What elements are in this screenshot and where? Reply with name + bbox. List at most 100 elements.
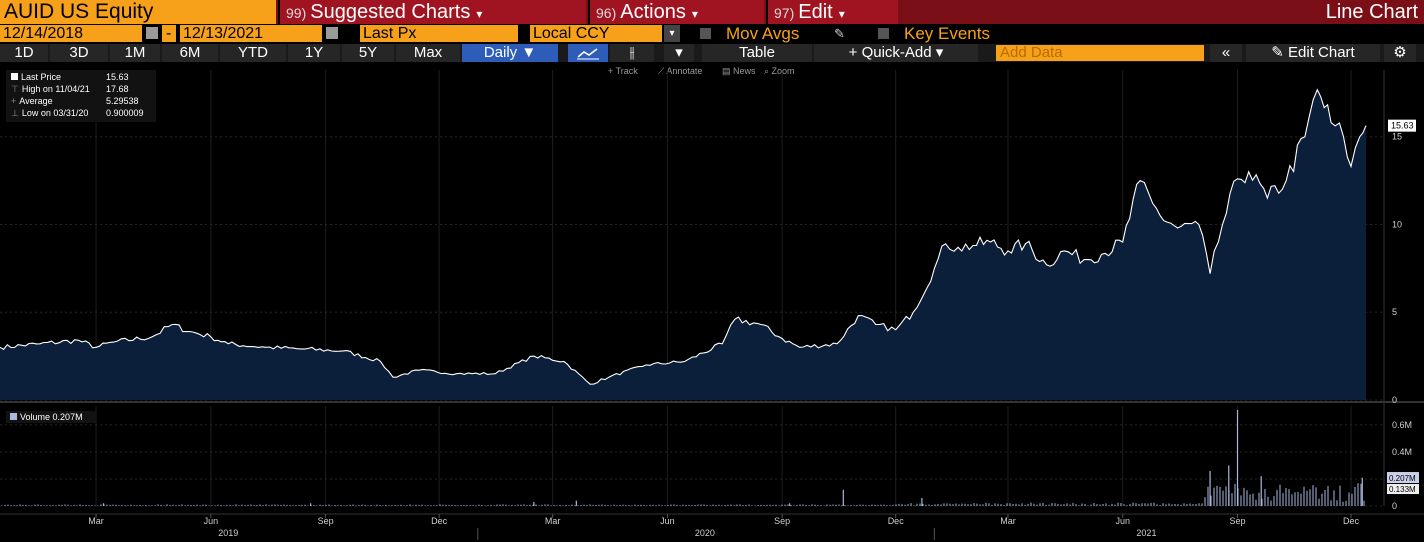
y-tick-label: 0 (1392, 395, 1397, 405)
menu-number: 96) (596, 5, 617, 21)
chevron-down-icon[interactable]: ▾ (664, 25, 680, 42)
ticker-field[interactable]: AUID US Equity (0, 0, 276, 24)
x-tick-label: Sep (774, 516, 790, 526)
menu-label: Suggested Charts (310, 1, 471, 23)
legend-low: ⊥ Low on 03/31/20 (11, 108, 88, 119)
currency-selector[interactable]: Local CCY (530, 25, 662, 42)
legend-value: 0.207M (52, 412, 83, 422)
triangle-down-icon: ▼ (521, 44, 537, 61)
average-marker-icon: + (11, 96, 17, 106)
legend-value: 15.63 (106, 72, 129, 82)
range-5y-button[interactable]: 5Y (342, 44, 394, 62)
chevron-down-icon: ▾ (476, 7, 483, 21)
legend-volume: Volume 0.207M (10, 412, 83, 422)
legend-swatch (10, 413, 17, 420)
range-max-button[interactable]: Max (396, 44, 460, 62)
settings-bar: 12/14/2018 - 12/13/2021 Last Px Local CC… (0, 25, 1424, 43)
legend-label: Average (19, 96, 53, 106)
legend-average: + Average (11, 96, 53, 106)
candle-chart-icon[interactable]: ⫲ (610, 44, 654, 62)
legend-label: Last Price (21, 72, 62, 82)
x-tick-label: Dec (431, 516, 448, 526)
header-bar: AUID US Equity 99) Suggested Charts ▾ 96) A… (0, 0, 1424, 24)
x-tick-label: Dec (888, 516, 905, 526)
frequency-label: Daily (483, 44, 518, 61)
suggested-charts-menu[interactable]: 99) Suggested Charts ▾ (278, 0, 586, 24)
calendar-icon[interactable] (146, 27, 158, 39)
price-legend: Last Price 15.63 ⊤ High on 11/04/21 17.68… (6, 70, 156, 122)
volume-last-label: 0.207M (1389, 474, 1416, 483)
start-date-field[interactable]: 12/14/2018 (0, 25, 142, 42)
add-data-input[interactable]: Add Data (996, 45, 1204, 61)
calendar-icon[interactable] (326, 27, 338, 39)
table-button[interactable]: Table (702, 44, 812, 62)
volume-tick-label: 0.4M (1392, 447, 1412, 457)
range-6m-button[interactable]: 6M (162, 44, 218, 62)
price-area (0, 89, 1366, 400)
x-tick-label: Mar (1000, 516, 1016, 526)
date-separator: - (162, 25, 176, 42)
legend-value: 0.900009 (106, 108, 144, 118)
range-1m-button[interactable]: 1M (110, 44, 160, 62)
range-ytd-button[interactable]: YTD (220, 44, 286, 62)
track-label: Track (615, 66, 638, 76)
year-label: 2019 (218, 528, 238, 538)
annotate-tool[interactable]: ⟋ Annotate (658, 66, 703, 76)
chevron-down-icon: ▾ (838, 7, 845, 21)
menu-number: 97) (774, 5, 795, 21)
menu-number: 99) (286, 5, 307, 21)
frequency-dropdown[interactable]: Daily ▼ (462, 44, 558, 62)
collapse-icon[interactable]: « (1210, 44, 1242, 62)
mov-avgs-checkbox[interactable] (700, 28, 711, 39)
range-1d-button[interactable]: 1D (0, 44, 48, 62)
x-tick-label: Mar (545, 516, 561, 526)
y-tick-label: 15 (1392, 132, 1402, 142)
last-price-label: 15.63 (1391, 121, 1414, 131)
line-chart-icon[interactable] (568, 44, 608, 62)
volume-avg-tag (1387, 484, 1419, 495)
news-label: News (733, 66, 756, 76)
menu-label: Edit (798, 1, 833, 23)
quick-add-label: + Quick-Add (848, 44, 932, 61)
x-tick-label: Jun (660, 516, 675, 526)
zoom-label: Zoom (771, 66, 795, 76)
actions-menu[interactable]: 96) Actions ▾ (588, 0, 764, 24)
legend-value: 17.68 (106, 84, 129, 94)
key-events-checkbox[interactable] (878, 28, 889, 39)
legend-high: ⊤ High on 11/04/21 (11, 84, 90, 95)
volume-tick-label: 0.6M (1392, 420, 1412, 430)
edit-menu[interactable]: 97) Edit ▾ (766, 0, 898, 24)
pencil-icon[interactable]: ✎ (834, 26, 845, 41)
news-tool[interactable]: ▤ News (722, 66, 756, 76)
chevron-down-icon: ▾ (691, 7, 698, 21)
end-date-field[interactable]: 12/13/2021 (180, 25, 322, 42)
volume-tick-label: 0 (1392, 501, 1397, 511)
legend-label: Volume (20, 412, 51, 422)
track-tool[interactable]: + Track (608, 66, 638, 76)
legend-label: Low on 03/31/20 (21, 108, 89, 118)
price-line (0, 88, 1367, 385)
high-marker-icon: ⊤ (11, 84, 19, 94)
x-tick-label: Jun (204, 516, 219, 526)
x-tick-label: Mar (88, 516, 104, 526)
chevron-down-icon[interactable]: ▾ (664, 44, 694, 62)
key-events-label[interactable]: Key Events (904, 24, 990, 43)
last-price-tag (1388, 119, 1416, 132)
gear-icon[interactable]: ⚙ (1384, 44, 1416, 62)
pencil-icon: ✎ (1271, 44, 1284, 61)
year-label: 2021 (1136, 528, 1156, 538)
field-selector[interactable]: Last Px (360, 25, 518, 42)
mov-avgs-label[interactable]: Mov Avgs (726, 24, 800, 43)
low-marker-icon: ⊥ (11, 108, 19, 118)
edit-chart-button[interactable]: ✎ Edit Chart (1246, 44, 1380, 62)
volume-legend: Volume 0.207M (6, 411, 96, 423)
legend-label: High on 11/04/21 (21, 84, 90, 94)
quick-add-button[interactable]: + Quick-Add ▾ (814, 44, 978, 62)
range-3d-button[interactable]: 3D (50, 44, 108, 62)
range-1y-button[interactable]: 1Y (288, 44, 340, 62)
legend-swatch (11, 73, 18, 80)
legend-value: 5.29538 (106, 96, 139, 106)
y-tick-label: 10 (1392, 219, 1402, 229)
zoom-tool[interactable]: ⌕ Zoom (764, 66, 795, 76)
